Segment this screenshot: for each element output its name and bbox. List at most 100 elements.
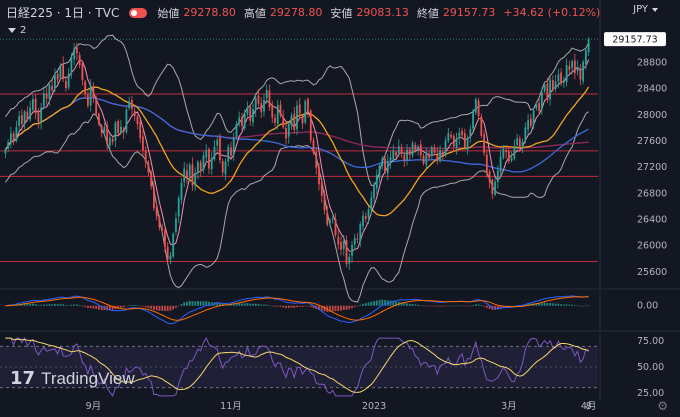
candle-body: [309, 110, 312, 141]
candle-body: [265, 90, 268, 99]
candle-body: [411, 143, 414, 156]
candle-body: [136, 116, 139, 125]
macd-histogram-bar: [147, 305, 150, 309]
candle-body: [419, 144, 422, 156]
candle-body: [37, 113, 40, 123]
macd-histogram-bar: [375, 300, 378, 306]
macd-histogram-bar: [260, 304, 263, 306]
candle-body: [7, 142, 10, 149]
indicator-toggle[interactable]: 2: [8, 25, 26, 36]
candle-body: [444, 140, 447, 156]
macd-histogram-bar: [447, 305, 450, 307]
macd-histogram-bar: [373, 301, 375, 306]
candle-body: [224, 161, 227, 175]
macd-histogram-bar: [243, 303, 246, 306]
candle-body: [208, 149, 210, 169]
candle-body: [540, 91, 543, 110]
macd-histogram-bar: [208, 301, 210, 306]
macd-histogram-bar: [106, 305, 109, 311]
candle-body: [406, 149, 408, 161]
macd-histogram-bar: [562, 304, 565, 306]
candle-body: [535, 104, 538, 109]
macd-histogram-bar: [59, 303, 62, 306]
currency-selector[interactable]: JPY: [633, 4, 658, 15]
candle-body: [296, 105, 298, 130]
candle-body: [546, 83, 549, 100]
candle-body: [45, 94, 48, 99]
macd-histogram-bar: [153, 305, 155, 310]
macd-histogram-bar: [98, 305, 100, 310]
candle-body: [67, 73, 70, 88]
macd-histogram-bar: [301, 305, 304, 307]
candle-body: [337, 236, 340, 245]
gear-icon[interactable]: ⚙: [657, 399, 668, 413]
candle-body: [109, 137, 111, 146]
candle-body: [216, 139, 219, 146]
tradingview-logo-icon: 17: [10, 368, 36, 389]
candle-body: [312, 140, 315, 153]
candle-body: [227, 146, 230, 162]
macd-histogram-bar: [169, 305, 172, 311]
macd-histogram-bar: [359, 304, 362, 306]
macd-histogram-bar: [414, 304, 417, 306]
candle-body: [524, 127, 527, 141]
macd-histogram-bar: [274, 305, 276, 307]
macd-histogram-bar: [510, 305, 513, 307]
brand-name: TradingView: [41, 368, 135, 388]
chevron-down-icon: [652, 7, 658, 12]
y-tick-label: 28000: [637, 110, 667, 121]
candle-body: [197, 161, 199, 173]
macd-histogram-bar: [499, 305, 502, 309]
candle-body: [180, 182, 183, 200]
macd-histogram-bar: [381, 299, 384, 306]
macd-histogram-bar: [584, 305, 587, 307]
macd-histogram-bar: [133, 304, 136, 306]
macd-histogram-bar: [252, 303, 254, 306]
candle-body: [356, 238, 359, 240]
candle-body: [194, 173, 197, 187]
macd-histogram-bar: [466, 305, 469, 307]
candle-body: [120, 126, 122, 133]
candle-body: [26, 111, 29, 120]
open-label: 始値: [157, 6, 180, 20]
macd-histogram-bar: [348, 305, 351, 310]
candle-body: [433, 147, 436, 153]
candle-body: [199, 162, 202, 170]
candle-body: [62, 63, 65, 79]
macd-histogram-bar: [331, 305, 334, 312]
macd-histogram-bar: [356, 305, 359, 307]
macd-histogram-bar: [62, 304, 65, 306]
macd-histogram-bar: [161, 305, 164, 311]
candle-body: [323, 194, 326, 211]
macd-histogram-bar: [67, 305, 70, 306]
candle-body: [485, 154, 488, 174]
macd-histogram-bar: [183, 302, 186, 306]
macd-histogram-bar: [452, 305, 455, 307]
y-tick-label: 25600: [637, 267, 667, 278]
candle-body: [469, 129, 472, 137]
visibility-toggle-icon[interactable]: [129, 7, 148, 18]
symbol-title[interactable]: 日経225 · 1日 · TVC: [6, 6, 120, 20]
y-tick-label: 26000: [637, 241, 667, 252]
candle-body: [40, 107, 43, 123]
candle-body: [241, 116, 243, 126]
high-label: 高値: [243, 6, 266, 20]
candle-body: [480, 116, 483, 136]
tradingview-brand[interactable]: 17 TradingView: [10, 368, 135, 389]
candle-body: [84, 81, 87, 94]
macd-histogram-bar: [582, 305, 585, 307]
candle-body: [186, 170, 188, 178]
candle-body: [142, 136, 144, 151]
macd-histogram-bar: [557, 303, 560, 306]
currency-label: JPY: [633, 4, 648, 15]
candle-body: [463, 133, 466, 149]
candle-body: [252, 108, 254, 123]
macd-histogram-bar: [56, 304, 59, 306]
macd-histogram-bar: [364, 303, 367, 306]
macd-y-tick-label: 0.00: [637, 301, 658, 312]
macd-histogram-bar: [199, 301, 202, 306]
macd-histogram-bar: [76, 304, 78, 306]
macd-histogram-bar: [194, 301, 197, 306]
candle-body: [106, 125, 109, 145]
